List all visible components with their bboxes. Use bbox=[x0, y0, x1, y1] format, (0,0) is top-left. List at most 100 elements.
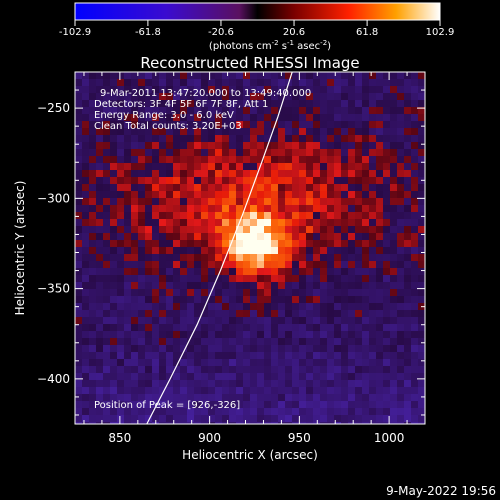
heatmap-cell bbox=[250, 170, 258, 178]
heatmap-cell bbox=[89, 380, 97, 388]
heatmap-cell bbox=[166, 86, 174, 94]
heatmap-cell bbox=[201, 289, 209, 297]
heatmap-cell bbox=[159, 352, 167, 360]
heatmap-cell bbox=[334, 170, 342, 178]
heatmap-cell bbox=[348, 338, 356, 346]
heatmap-cell bbox=[376, 394, 384, 402]
heatmap-cell bbox=[411, 268, 419, 276]
heatmap-cell bbox=[334, 289, 342, 297]
heatmap-cell bbox=[194, 380, 202, 388]
heatmap-cell bbox=[187, 156, 195, 164]
heatmap-cell bbox=[124, 373, 132, 381]
heatmap-cell bbox=[278, 394, 286, 402]
heatmap-cell bbox=[96, 317, 104, 325]
heatmap-cell bbox=[166, 310, 174, 318]
heatmap-cell bbox=[320, 205, 328, 213]
heatmap-cell bbox=[411, 254, 419, 262]
heatmap-cell bbox=[376, 114, 384, 122]
heatmap-cell bbox=[166, 233, 174, 241]
heatmap-cell bbox=[250, 415, 258, 423]
heatmap-cell bbox=[250, 128, 258, 136]
heatmap-cell bbox=[404, 345, 412, 353]
heatmap-cell bbox=[208, 422, 216, 424]
heatmap-cell bbox=[285, 310, 293, 318]
heatmap-cell bbox=[285, 303, 293, 311]
heatmap-cell bbox=[131, 338, 139, 346]
heatmap-cell bbox=[383, 338, 391, 346]
heatmap-cell bbox=[215, 170, 223, 178]
heatmap-cell bbox=[383, 86, 391, 94]
heatmap-cell bbox=[257, 128, 265, 136]
heatmap-cell bbox=[243, 205, 251, 213]
heatmap-cell bbox=[397, 282, 405, 290]
heatmap-cell bbox=[229, 366, 237, 374]
heatmap-cell bbox=[327, 212, 335, 220]
heatmap-cell bbox=[96, 247, 104, 255]
heatmap-cell bbox=[257, 310, 265, 318]
heatmap-cell bbox=[278, 107, 286, 115]
heatmap-cell bbox=[355, 205, 363, 213]
heatmap-cell bbox=[390, 282, 398, 290]
heatmap-cell bbox=[89, 184, 97, 192]
heatmap-cell bbox=[390, 331, 398, 339]
heatmap-cell bbox=[145, 219, 153, 227]
heatmap-cell bbox=[201, 191, 209, 199]
heatmap-cell bbox=[166, 247, 174, 255]
heatmap-cell bbox=[180, 79, 188, 87]
heatmap-cell bbox=[397, 149, 405, 157]
heatmap-cell bbox=[117, 282, 125, 290]
heatmap-cell bbox=[362, 261, 370, 269]
heatmap-cell bbox=[292, 100, 300, 108]
heatmap-cell bbox=[418, 198, 425, 206]
heatmap-cell bbox=[355, 359, 363, 367]
heatmap-cell bbox=[180, 135, 188, 143]
heatmap-cell bbox=[124, 198, 132, 206]
heatmap-cell bbox=[173, 100, 181, 108]
heatmap-cell bbox=[271, 114, 279, 122]
heatmap-cell bbox=[355, 163, 363, 171]
heatmap-cell bbox=[341, 387, 349, 395]
heatmap-cell bbox=[208, 289, 216, 297]
heatmap-cell bbox=[215, 289, 223, 297]
heatmap-cell bbox=[327, 114, 335, 122]
heatmap-cell bbox=[418, 345, 425, 353]
heatmap-cell bbox=[348, 156, 356, 164]
heatmap-cell bbox=[173, 72, 181, 80]
heatmap-cell bbox=[355, 380, 363, 388]
heatmap-cell bbox=[166, 394, 174, 402]
heatmap-cell bbox=[362, 352, 370, 360]
heatmap-cell bbox=[334, 79, 342, 87]
heatmap-cell bbox=[110, 275, 118, 283]
heatmap-cell bbox=[159, 163, 167, 171]
heatmap-cell bbox=[404, 205, 412, 213]
heatmap-cell bbox=[306, 338, 314, 346]
heatmap-cell bbox=[145, 359, 153, 367]
heatmap-cell bbox=[236, 177, 244, 185]
heatmap-cell bbox=[383, 205, 391, 213]
heatmap-cell bbox=[376, 233, 384, 241]
heatmap-cell bbox=[362, 408, 370, 416]
heatmap-cell bbox=[110, 415, 118, 423]
heatmap-cell bbox=[96, 408, 104, 416]
heatmap-cell bbox=[362, 107, 370, 115]
heatmap-cell bbox=[320, 373, 328, 381]
heatmap-cell bbox=[82, 422, 90, 424]
heatmap-cell bbox=[327, 205, 335, 213]
heatmap-cell bbox=[194, 121, 202, 129]
heatmap-cell bbox=[285, 240, 293, 248]
heatmap-cell bbox=[397, 261, 405, 269]
heatmap-cell bbox=[145, 352, 153, 360]
heatmap-cell bbox=[131, 184, 139, 192]
heatmap-cell bbox=[271, 268, 279, 276]
heatmap-cell bbox=[117, 163, 125, 171]
heatmap-cell bbox=[131, 331, 139, 339]
heatmap-cell bbox=[229, 184, 237, 192]
heatmap-cell bbox=[173, 275, 181, 283]
heatmap-cell bbox=[75, 233, 83, 241]
heatmap-cell bbox=[229, 121, 237, 129]
heatmap-cell bbox=[320, 170, 328, 178]
heatmap-cell bbox=[201, 352, 209, 360]
heatmap-cell bbox=[397, 198, 405, 206]
heatmap-cell bbox=[334, 219, 342, 227]
heatmap-cell bbox=[376, 184, 384, 192]
